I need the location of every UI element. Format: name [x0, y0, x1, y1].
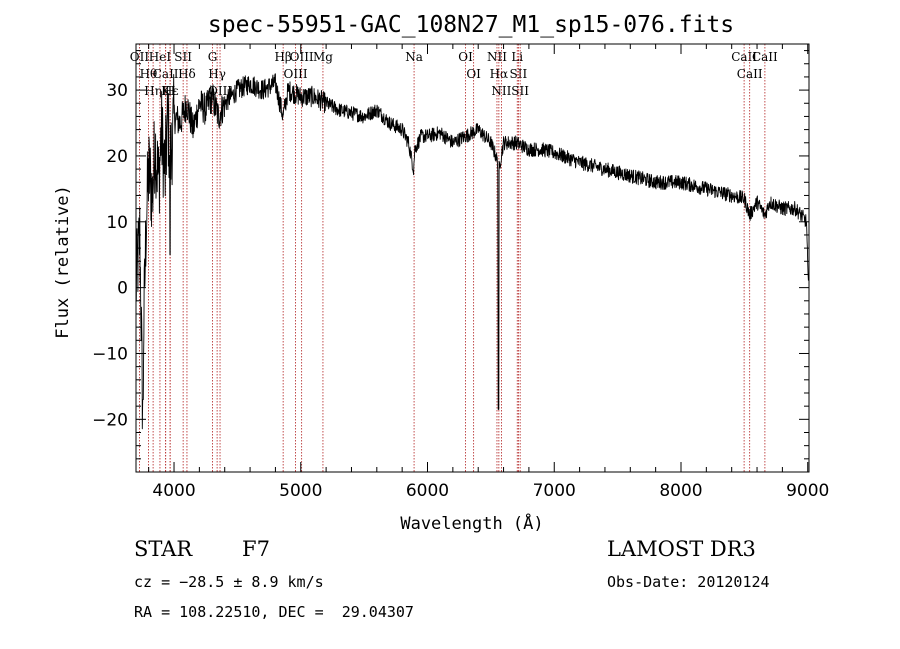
x-axis-label: Wavelength (Å): [400, 512, 543, 534]
spectral-line-label: H: [165, 84, 175, 98]
object-class: STAR: [134, 537, 193, 561]
spectral-line-label: Mg: [313, 50, 333, 64]
spectral-line-label: G: [208, 50, 218, 64]
redshift-readout: cz = −28.5 ± 8.9 km/s: [134, 573, 324, 591]
x-tick-label: 4000: [152, 481, 195, 501]
spectral-line-label: SII: [511, 84, 529, 98]
spectral-line-label: Hδ: [178, 67, 196, 81]
y-tick-label: 30: [106, 81, 128, 101]
object-subclass: F7: [242, 537, 270, 561]
spectral-line-label: Hα: [490, 67, 509, 81]
y-tick-label: 10: [106, 213, 128, 233]
y-tick-label: −10: [92, 344, 128, 364]
plot-frame: [135, 43, 810, 473]
spectral-line-label: CaII: [737, 67, 763, 81]
y-tick-label: 0: [117, 279, 128, 299]
survey-name: LAMOST DR3: [607, 537, 756, 561]
spectral-line-label: SII: [174, 50, 192, 64]
x-tick-label: 6000: [406, 481, 449, 501]
y-tick-label: −20: [92, 410, 128, 430]
axes-layer: 4000 5000 6000 7000 8000 9000 −20 −10 0 10 20 30: [92, 43, 829, 501]
y-axis-label: Flux (relative): [53, 185, 73, 339]
spectral-line-label: OI: [458, 50, 473, 64]
coordinates: RA = 108.22510, DEC = 29.04307: [134, 603, 414, 621]
spectral-lines-layer: OIIHθHηHeICaIIKHHεSIIHδGHγOIIIHβOIIIOIII…: [130, 44, 778, 472]
spectral-line-label: CaII: [731, 50, 757, 64]
spectral-line-label: Li: [511, 50, 523, 64]
spectral-line-label: Na: [405, 50, 423, 64]
spectral-line-label: NII: [491, 84, 511, 98]
x-tick-label: 8000: [659, 481, 702, 501]
obs-date: Obs-Date: 20120124: [607, 573, 770, 591]
spectral-line-label: Hβ: [274, 50, 291, 64]
spectral-line-label: K: [161, 84, 171, 98]
spectral-line-label: HeI: [149, 50, 172, 64]
spectral-line-label: Hη: [144, 84, 162, 98]
spectral-line-label: OI: [466, 67, 481, 81]
spectral-line-label: Hγ: [208, 67, 226, 81]
spectral-line-label: OIII: [290, 50, 314, 64]
spectral-line-label: CaII: [752, 50, 778, 64]
x-tick-label: 9000: [786, 481, 829, 501]
x-tick-label: 7000: [533, 481, 576, 501]
spectral-line-label: OII: [130, 50, 150, 64]
x-tick-label: 5000: [279, 481, 322, 501]
chart-title: spec-55951-GAC_108N27_M1_sp15-076.fits: [208, 12, 734, 38]
spectral-line-label: SII: [510, 67, 528, 81]
spectral-line-label: NII: [487, 50, 507, 64]
spectrum-series-layer: [135, 73, 809, 430]
spectral-line-label: OIII: [284, 67, 308, 81]
spectrum-line: [135, 73, 809, 430]
y-tick-label: 20: [106, 147, 128, 167]
spectral-line-label: Hε: [162, 84, 179, 98]
